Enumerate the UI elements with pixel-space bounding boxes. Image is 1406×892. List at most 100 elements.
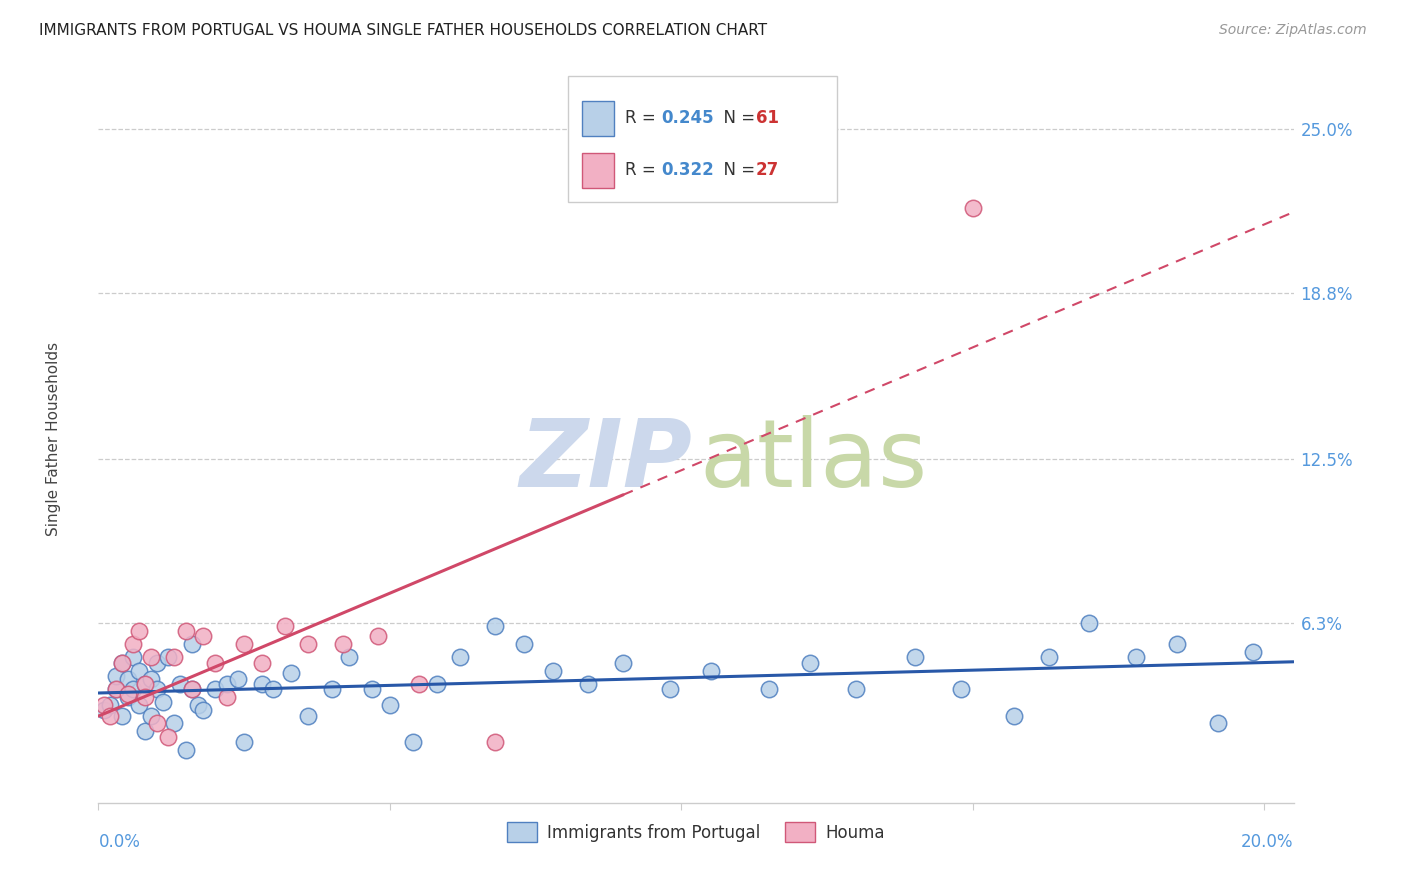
Point [408, 677, 430, 691]
Text: Source: ZipAtlas.com: Source: ZipAtlas.com [1219, 23, 1367, 37]
Point [111, 708, 134, 723]
Point [157, 650, 180, 665]
Point [163, 650, 186, 665]
Point [139, 672, 162, 686]
Point [180, 682, 202, 697]
FancyBboxPatch shape [568, 76, 837, 202]
Text: atlas: atlas [700, 415, 928, 508]
Text: 0.245: 0.245 [661, 109, 714, 128]
Point [157, 730, 180, 744]
Point [1125, 650, 1147, 665]
Point [1038, 650, 1060, 665]
Point [541, 664, 564, 678]
Point [402, 735, 425, 749]
Point [180, 682, 202, 697]
Point [962, 201, 984, 215]
Point [145, 682, 167, 697]
Point [233, 637, 256, 651]
Point [163, 716, 186, 731]
Point [186, 698, 208, 712]
Point [117, 672, 139, 686]
Point [117, 690, 139, 704]
Point [122, 682, 145, 697]
Text: 27: 27 [756, 161, 779, 179]
Point [799, 656, 821, 670]
Text: IMMIGRANTS FROM PORTUGAL VS HOUMA SINGLE FATHER HOUSEHOLDS CORRELATION CHART: IMMIGRANTS FROM PORTUGAL VS HOUMA SINGLE… [39, 23, 768, 38]
Point [378, 698, 401, 712]
Point [204, 656, 226, 670]
Point [658, 682, 681, 697]
Point [367, 629, 389, 643]
Point [758, 682, 780, 697]
Point [122, 637, 145, 651]
Point [111, 656, 134, 670]
Point [193, 703, 215, 717]
Point [321, 682, 343, 697]
Legend: Immigrants from Portugal, Houma: Immigrants from Portugal, Houma [501, 815, 891, 849]
Text: 20.0%: 20.0% [1241, 833, 1294, 851]
Text: N =: N = [713, 109, 761, 128]
Point [280, 666, 302, 681]
Point [180, 637, 202, 651]
Point [204, 682, 226, 697]
Point [332, 637, 354, 651]
Point [449, 650, 471, 665]
Point [98, 708, 121, 723]
FancyBboxPatch shape [582, 153, 613, 188]
Text: 0.0%: 0.0% [98, 833, 141, 851]
Point [845, 682, 868, 697]
Point [699, 664, 721, 678]
Point [215, 690, 238, 704]
Text: N =: N = [713, 161, 761, 179]
Point [104, 682, 127, 697]
Point [1078, 615, 1101, 630]
Point [139, 708, 162, 723]
Point [128, 698, 150, 712]
Text: ZIP: ZIP [519, 415, 692, 508]
Point [174, 743, 197, 757]
Point [250, 677, 273, 691]
Text: Single Father Households: Single Father Households [45, 343, 60, 536]
Point [250, 656, 273, 670]
Point [104, 669, 127, 683]
Point [950, 682, 973, 697]
Point [98, 698, 121, 712]
Point [104, 682, 127, 697]
Point [513, 637, 536, 651]
Point [425, 677, 447, 691]
Point [1241, 645, 1264, 659]
Point [93, 698, 115, 712]
Point [134, 690, 156, 704]
Point [128, 664, 150, 678]
Point [576, 677, 599, 691]
Point [145, 656, 167, 670]
Point [169, 677, 191, 691]
Point [361, 682, 384, 697]
Point [484, 735, 506, 749]
Text: R =: R = [626, 161, 661, 179]
Point [262, 682, 284, 697]
Point [612, 656, 634, 670]
Point [337, 650, 360, 665]
Point [193, 629, 215, 643]
Point [152, 695, 174, 709]
Point [297, 708, 319, 723]
Point [134, 724, 156, 739]
Point [111, 656, 134, 670]
Point [903, 650, 925, 665]
Text: 0.322: 0.322 [661, 161, 714, 179]
Point [134, 677, 156, 691]
Point [174, 624, 197, 638]
Point [117, 687, 139, 701]
Point [93, 703, 115, 717]
Point [484, 618, 506, 632]
Point [215, 677, 238, 691]
Point [134, 677, 156, 691]
Point [139, 650, 162, 665]
Point [1002, 708, 1025, 723]
Point [122, 650, 145, 665]
Point [297, 637, 319, 651]
Text: 61: 61 [756, 109, 779, 128]
Point [228, 672, 250, 686]
Point [1166, 637, 1188, 651]
